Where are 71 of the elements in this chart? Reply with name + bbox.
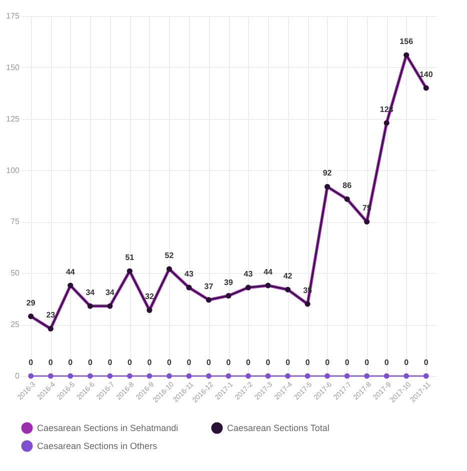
data-label: 0 [88, 358, 93, 367]
y-tick-label: 25 [10, 320, 20, 330]
data-label: 34 [86, 288, 96, 298]
y-tick-label: 0 [15, 372, 20, 380]
data-label: 37 [204, 282, 214, 291]
data-label: 86 [342, 181, 352, 190]
data-label: 0 [325, 358, 330, 367]
point [186, 373, 192, 379]
point [246, 373, 251, 379]
data-label: 0 [108, 358, 113, 367]
data-label: 0 [364, 358, 370, 367]
y-tick-label: 175 [6, 12, 20, 20]
data-label: 0 [127, 358, 132, 367]
point [48, 373, 54, 379]
data-label: 29 [26, 298, 36, 308]
point [206, 373, 212, 379]
data-label: 0 [186, 358, 192, 367]
data-label: 23 [46, 310, 56, 320]
point [285, 373, 291, 379]
point [265, 373, 271, 379]
data-label: 52 [164, 251, 174, 260]
y-tick-label: 150 [6, 62, 20, 72]
data-label: 0 [147, 358, 152, 367]
data-label: 34 [105, 288, 115, 298]
y-tick-label: 100 [6, 166, 20, 175]
data-label: 140 [419, 70, 434, 79]
data-label: 0 [28, 358, 34, 367]
point [166, 373, 172, 379]
data-label: 0 [404, 358, 410, 367]
point [28, 373, 34, 379]
data-label: 43 [184, 270, 194, 279]
data-label: 0 [246, 358, 252, 367]
data-label: 0 [68, 358, 74, 367]
point [68, 373, 74, 379]
legend-label: Caesarean Sections in Others [37, 441, 158, 451]
data-label: 42 [283, 272, 293, 281]
data-label: 0 [305, 358, 310, 367]
data-label: 43 [244, 270, 254, 279]
y-tick-label: 75 [10, 217, 20, 226]
data-label: 44 [66, 267, 76, 276]
point [226, 373, 232, 379]
data-label: 0 [226, 358, 232, 367]
point [304, 373, 310, 379]
point [126, 373, 132, 379]
data-label: 0 [424, 358, 429, 367]
data-label: 0 [344, 358, 350, 367]
data-label: 92 [322, 168, 332, 178]
data-label: 0 [384, 358, 390, 367]
point [344, 373, 350, 379]
point [423, 373, 429, 379]
point [364, 373, 370, 379]
point [404, 373, 410, 379]
data-label: 156 [400, 37, 414, 46]
legend-label: Caesarean Sections in Sehatmandi [37, 423, 178, 433]
y-tick-label: 50 [10, 268, 20, 278]
data-label: 0 [166, 358, 172, 367]
data-label: 32 [145, 292, 154, 302]
data-label: 0 [286, 358, 291, 367]
point [146, 373, 152, 379]
data-label: 0 [266, 358, 271, 367]
legend-label: Caesarean Sections Total [227, 423, 330, 433]
point [107, 373, 113, 379]
y-tick-label: 125 [6, 114, 20, 124]
point [87, 373, 93, 379]
data-label: 44 [264, 267, 274, 276]
point [384, 373, 390, 379]
data-label: 0 [48, 358, 54, 367]
data-label: 0 [206, 358, 212, 367]
data-label: 39 [224, 278, 234, 287]
point [324, 373, 330, 379]
data-label: 51 [125, 253, 135, 262]
